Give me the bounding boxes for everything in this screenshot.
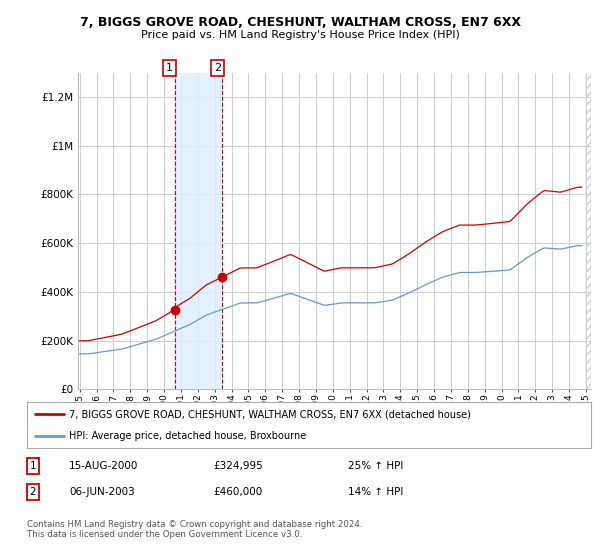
Bar (175, 73, 223, 389)
Text: HPI: Average price, detached house, Broxbourne: HPI: Average price, detached house, Brox… (70, 431, 307, 441)
Text: Contains HM Land Registry data © Crown copyright and database right 2024.
This d: Contains HM Land Registry data © Crown c… (27, 520, 362, 539)
Text: £324,995: £324,995 (213, 461, 263, 471)
Text: 25% ↑ HPI: 25% ↑ HPI (348, 461, 403, 471)
Text: 15-AUG-2000: 15-AUG-2000 (69, 461, 139, 471)
Text: 7, BIGGS GROVE ROAD, CHESHUNT, WALTHAM CROSS, EN7 6XX (detached house): 7, BIGGS GROVE ROAD, CHESHUNT, WALTHAM C… (70, 409, 471, 419)
Text: 7, BIGGS GROVE ROAD, CHESHUNT, WALTHAM CROSS, EN7 6XX: 7, BIGGS GROVE ROAD, CHESHUNT, WALTHAM C… (79, 16, 521, 29)
Text: 14% ↑ HPI: 14% ↑ HPI (348, 487, 403, 497)
Text: 1: 1 (29, 461, 37, 471)
Text: 2: 2 (214, 63, 221, 73)
Text: 06-JUN-2003: 06-JUN-2003 (69, 487, 135, 497)
Text: Price paid vs. HM Land Registry's House Price Index (HPI): Price paid vs. HM Land Registry's House … (140, 30, 460, 40)
Text: 2: 2 (29, 487, 37, 497)
Text: 1: 1 (166, 63, 173, 73)
Text: £460,000: £460,000 (213, 487, 262, 497)
